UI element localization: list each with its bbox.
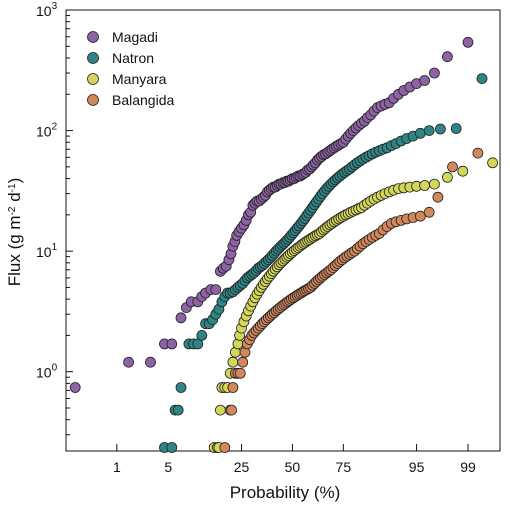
- x-tick-label: 1: [113, 459, 121, 475]
- data-point: [234, 367, 246, 379]
- x-tick-label: 99: [460, 459, 476, 475]
- data-point: [69, 382, 81, 393]
- data-point: [447, 161, 458, 173]
- legend: Magadi Natron Manyara Balangida: [87, 29, 174, 108]
- data-points: [69, 36, 499, 453]
- legend-label: Magadi: [112, 29, 158, 45]
- x-axis-ticks: 1 5 25 50 75 95 99: [113, 444, 476, 475]
- series-balangida: [219, 147, 484, 453]
- data-point: [237, 356, 249, 368]
- series-natron: [159, 73, 488, 453]
- data-point: [487, 157, 499, 169]
- data-point: [172, 404, 184, 416]
- data-point: [450, 123, 462, 134]
- data-point: [175, 382, 187, 393]
- data-point: [434, 123, 446, 135]
- data-point: [441, 171, 453, 183]
- y-axis-title-main: Flux (g m: [5, 215, 24, 286]
- data-point: [432, 191, 444, 203]
- data-point: [210, 284, 222, 296]
- y-axis-title-sup1: -2: [7, 206, 18, 215]
- data-point: [145, 356, 156, 368]
- data-point: [227, 356, 239, 368]
- x-axis-title: Probability (%): [230, 483, 341, 502]
- legend-marker: [87, 31, 99, 43]
- x-tick-label: 25: [234, 459, 250, 475]
- data-point: [419, 180, 431, 191]
- y-tick-label: 100: [36, 363, 58, 381]
- data-point: [214, 404, 226, 416]
- y-tick-exponent: 1: [52, 242, 58, 253]
- data-point: [472, 147, 484, 159]
- y-tick-base: 10: [36, 124, 52, 140]
- x-tick-label: 50: [285, 459, 301, 475]
- legend-marker: [87, 73, 99, 85]
- y-axis-title-sup2: -1: [7, 183, 18, 192]
- data-point: [428, 67, 440, 79]
- x-tick-label: 75: [336, 459, 352, 475]
- data-point: [166, 442, 178, 453]
- y-tick-base: 10: [36, 3, 52, 19]
- legend-label: Manyara: [112, 71, 167, 87]
- y-axis-title-mid: d: [5, 192, 24, 206]
- data-point: [166, 338, 178, 350]
- data-point: [175, 312, 187, 324]
- data-point: [414, 210, 426, 222]
- data-point: [441, 51, 453, 63]
- data-point: [476, 73, 488, 84]
- y-axis-title-end: ): [5, 178, 24, 184]
- y-tick-label: 102: [36, 122, 58, 140]
- data-point: [428, 178, 440, 190]
- y-tick-base: 10: [36, 244, 52, 260]
- data-point: [123, 356, 135, 368]
- y-tick-label: 103: [36, 1, 58, 19]
- y-tick-exponent: 2: [52, 122, 58, 133]
- y-tick-label: 101: [36, 242, 58, 260]
- legend-marker: [87, 94, 99, 106]
- legend-label: Natron: [112, 50, 154, 66]
- data-point: [423, 206, 435, 218]
- y-axis-title: Flux (g m-2 d-1): [5, 178, 24, 287]
- data-point: [226, 404, 238, 416]
- data-point: [219, 442, 231, 453]
- y-tick-exponent: 3: [52, 1, 58, 12]
- series-magadi: [69, 36, 474, 393]
- x-tick-label: 95: [409, 459, 425, 475]
- y-tick-exponent: 0: [52, 363, 58, 374]
- data-point: [457, 165, 469, 177]
- data-point: [462, 36, 474, 48]
- legend-label: Balangida: [112, 92, 174, 108]
- series-manyara: [208, 157, 499, 453]
- data-point: [419, 75, 431, 86]
- data-point: [227, 382, 239, 393]
- data-point: [423, 125, 435, 137]
- legend-marker: [87, 52, 99, 64]
- x-tick-label: 5: [164, 459, 172, 475]
- y-tick-base: 10: [36, 365, 52, 381]
- data-point: [196, 329, 208, 341]
